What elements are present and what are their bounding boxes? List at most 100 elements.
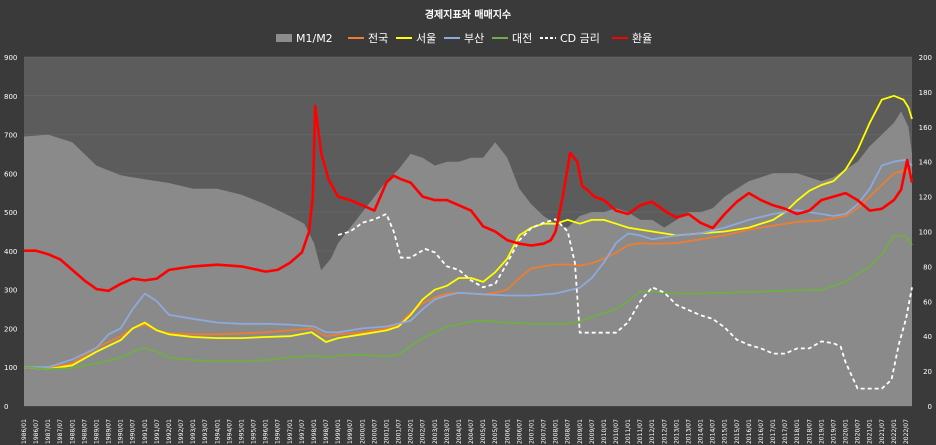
y-left-tick-label: 600	[4, 170, 17, 178]
x-tick-label: 1991/07	[154, 419, 161, 444]
x-tick-label: 1987/07	[57, 419, 64, 444]
x-tick-label: 2007/07	[541, 419, 548, 444]
y-right-tick-label: 60	[923, 298, 932, 306]
y-left-tick-label: 500	[4, 209, 17, 217]
x-tick-label: 1999/07	[347, 419, 354, 444]
legend-label: 대전	[512, 32, 532, 45]
x-tick-label: 1987/01	[45, 419, 52, 444]
series-line-2	[23, 94, 913, 371]
x-tick-label: 2009/01	[577, 419, 584, 444]
y-right-tick-label: 160	[919, 124, 932, 132]
x-tick-label: 2011/01	[625, 419, 632, 444]
x-tick-label: 2000/07	[371, 419, 378, 444]
x-tick-label: 1986/01	[21, 419, 28, 444]
axis-layer: 0 100 200 300 400 500 600 700 800 900 0 20 40 60 80 100…	[4, 54, 932, 444]
x-tick-label: 2019/01	[818, 419, 825, 444]
y-right-tick-label: 0	[928, 403, 932, 411]
x-tick-label: 1993/07	[202, 419, 209, 444]
x-tick-label: 2007/01	[528, 419, 535, 444]
legend-label: M1/M2	[296, 32, 333, 45]
x-tick-label: 1989/07	[106, 419, 113, 444]
x-tick-label: 1991/01	[142, 419, 149, 444]
x-tick-label: 2001/07	[396, 419, 403, 444]
x-tick-label: 1990/01	[118, 419, 125, 444]
x-tick-label: 2009/07	[589, 419, 596, 444]
y-right-tick-label: 80	[923, 263, 932, 271]
series-line-5	[337, 213, 913, 390]
legend-label: CD 금리	[560, 32, 600, 45]
x-tick-label: 2000/01	[359, 419, 366, 444]
legend: M1/M2 전국 서울 부산 대전 CD 금리 환율	[276, 32, 652, 45]
x-tick-label: 1990/07	[130, 419, 137, 444]
x-tick-label: 2001/01	[383, 419, 390, 444]
series-line-6	[24, 104, 914, 293]
x-tick-label: 1989/01	[93, 419, 100, 444]
x-tick-label: 2004/07	[468, 419, 475, 444]
x-tick-label: 2002/01	[408, 419, 415, 444]
x-tick-label: 1998/01	[311, 419, 318, 444]
x-tick-label: 1998/07	[323, 419, 330, 444]
legend-label: 서울	[416, 32, 436, 45]
x-tick-label: 1995/01	[238, 419, 245, 444]
x-tick-label: 1988/07	[81, 419, 88, 444]
y-right-tick-label: 120	[919, 194, 932, 202]
x-tick-label: 2012/01	[649, 419, 656, 444]
x-tick-label: 2020/07	[855, 419, 862, 444]
x-tick-label: 2020/01	[843, 419, 850, 444]
x-tick-label: 2005/01	[480, 419, 487, 444]
x-tick-label: 1993/01	[190, 419, 197, 444]
y-left-tick-label: 900	[4, 54, 17, 62]
series-line-4	[23, 234, 913, 371]
x-tick-label: 2012/07	[661, 419, 668, 444]
x-tick-label: 2010/01	[601, 419, 608, 444]
series-line-3	[24, 158, 913, 369]
y-left-tick-label: 100	[4, 364, 17, 372]
x-tick-label: 2005/07	[492, 419, 499, 444]
x-tick-label: 2008/01	[553, 419, 560, 444]
series-line-1	[23, 169, 913, 369]
x-tick-label: 2013/07	[685, 419, 692, 444]
x-tick-label: 2008/07	[565, 419, 572, 444]
x-tick-label: 2010/07	[613, 419, 620, 444]
series-area-m1m2	[24, 111, 912, 407]
legend-swatch	[276, 34, 292, 42]
x-tick-label: 2002/07	[420, 419, 427, 444]
y-left-tick-label: 200	[4, 325, 17, 333]
series-layer	[23, 94, 914, 407]
x-tick-label: 1994/01	[214, 419, 221, 444]
x-tick-label: 2022/01	[891, 419, 898, 444]
x-tick-label: 1997/07	[299, 419, 306, 444]
y-right-tick-label: 200	[919, 54, 932, 62]
chart-title: 경제지표와 매매지수	[425, 8, 511, 21]
y-left-tick-label: 800	[4, 93, 17, 101]
y-right-tick-label: 40	[923, 333, 932, 341]
x-tick-label: 2017/07	[782, 419, 789, 444]
x-tick-label: 2021/07	[879, 419, 886, 444]
y-left-tick-label: 400	[4, 248, 17, 256]
x-tick-label: 2018/07	[806, 419, 813, 444]
legend-label: 전국	[368, 32, 388, 45]
x-tick-label: 2021/01	[867, 419, 874, 444]
x-tick-label: 2006/01	[504, 419, 511, 444]
x-tick-label: 2018/01	[794, 419, 801, 444]
x-tick-label: 1986/07	[33, 419, 40, 444]
x-tick-label: 2016/01	[746, 419, 753, 444]
x-tick-label: 2013/01	[673, 419, 680, 444]
x-tick-label: 1996/01	[263, 419, 270, 444]
y-left-tick-label: 300	[4, 287, 17, 295]
x-tick-label: 2016/07	[758, 419, 765, 444]
legend-label: 부산	[464, 32, 484, 45]
x-tick-label: 2014/01	[698, 419, 705, 444]
x-tick-label: 1988/01	[69, 419, 76, 444]
y-left-tick-label: 700	[4, 132, 17, 140]
x-tick-label: 1992/01	[166, 419, 173, 444]
x-tick-label: 2015/07	[734, 419, 741, 444]
x-tick-label: 2004/01	[456, 419, 463, 444]
x-tick-label: 2015/01	[722, 419, 729, 444]
x-tick-label: 1999/01	[335, 419, 342, 444]
x-tick-label: 2003/07	[444, 419, 451, 444]
x-tick-label: 2006/07	[516, 419, 523, 444]
x-tick-label: 2011/07	[637, 419, 644, 444]
legend-label: 환율	[632, 32, 652, 45]
